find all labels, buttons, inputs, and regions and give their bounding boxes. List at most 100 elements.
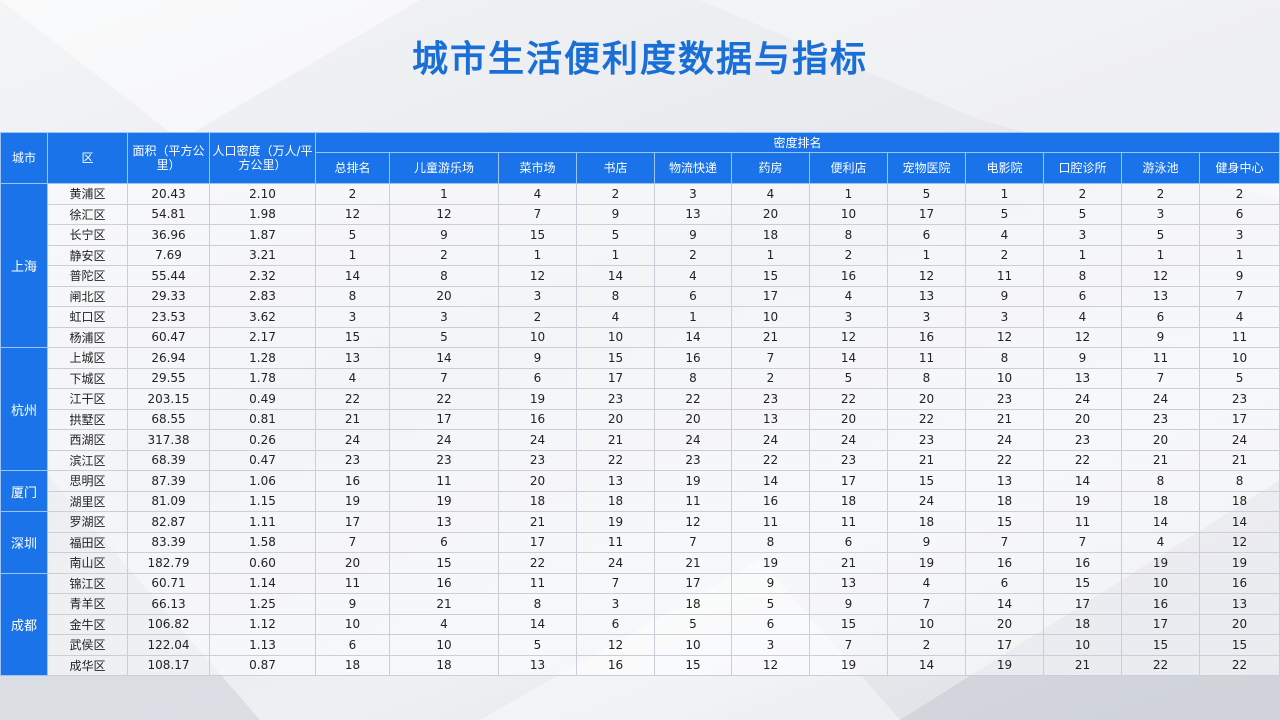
rank-cell: 23: [389, 449, 499, 471]
rank-cell: 18: [887, 511, 966, 533]
rank-cell: 6: [1043, 285, 1122, 307]
rank-cell: 1: [809, 183, 888, 205]
rank-cell: 20: [1043, 408, 1122, 430]
rank-cell: 4: [498, 183, 577, 205]
rank-cell: 11: [498, 572, 577, 594]
table-row: 厦门 思明区 87.39 1.06 16 11 20 13 19 14 17 15 13 14 8 8: [0, 470, 1280, 512]
district-cell: 武侯区: [47, 634, 128, 656]
rank-cell: 8: [389, 265, 499, 287]
rank-cell: 3: [498, 285, 577, 307]
rank-cell: 20: [1198, 613, 1280, 635]
rank-cell: 16: [498, 408, 577, 430]
rank-cell: 23: [965, 388, 1044, 410]
table-row: 成都 锦江区 60.71 1.14 11 16 11 7 17 9 13 4 6 15 10 16: [0, 572, 1280, 676]
area-cell: 29.33: [127, 285, 210, 307]
rank-cell: 22: [887, 408, 966, 430]
table-row: 长宁区 36.96 1.87 5 9 15 5 9 18 8 6 4 3 5 3: [1, 224, 1280, 246]
rank-cell: 24: [731, 429, 810, 451]
rank-cell: 8: [965, 347, 1044, 369]
rank-cell: 1: [1198, 244, 1280, 266]
density-cell: 0.47: [209, 449, 316, 471]
district-cell: 拱墅区: [47, 408, 128, 430]
rank-cell: 11: [887, 347, 966, 369]
rank-cell: 7: [389, 367, 499, 389]
district-cell: 思明区: [47, 470, 128, 492]
rank-cell: 10: [389, 634, 499, 656]
rank-cell: 17: [1121, 613, 1200, 635]
rank-cell: 19: [731, 552, 810, 574]
rank-cell: 19: [389, 490, 499, 512]
rank-cell: 5: [315, 224, 390, 246]
density-cell: 1.78: [209, 367, 316, 389]
rank-cell: 5: [965, 203, 1044, 225]
district-cell: 成华区: [47, 654, 128, 676]
city-cell: 厦门: [0, 470, 48, 512]
density-cell: 1.12: [209, 613, 316, 635]
rank-cell: 17: [887, 203, 966, 225]
area-cell: 83.39: [127, 531, 210, 553]
density-cell: 2.10: [209, 183, 316, 205]
rank-cell: 11: [1121, 347, 1200, 369]
rank-cell: 6: [887, 224, 966, 246]
density-cell: 1.58: [209, 531, 316, 553]
rank-cell: 17: [1198, 408, 1280, 430]
rank-cell: 19: [1198, 552, 1280, 574]
rank-cell: 5: [654, 613, 732, 635]
district-cell: 上城区: [47, 347, 128, 369]
rank-cell: 3: [576, 593, 655, 615]
rank-cell: 23: [887, 429, 966, 451]
rank-cell: 13: [654, 203, 732, 225]
rank-cell: 17: [731, 285, 810, 307]
rank-cell: 12: [1121, 265, 1200, 287]
header-district: 区: [47, 132, 128, 184]
rank-cell: 20: [887, 388, 966, 410]
area-cell: 66.13: [127, 593, 210, 615]
rank-cell: 15: [1043, 572, 1122, 594]
district-cell: 西湖区: [47, 429, 128, 451]
rank-cell: 6: [965, 572, 1044, 594]
table-row: 成华区 108.17 0.87 18 18 13 16 15 12 19 14 19 21 22 22: [1, 654, 1280, 676]
header-rank-5: 药房: [731, 152, 810, 184]
rank-cell: 11: [731, 511, 810, 533]
density-cell: 0.60: [209, 552, 316, 574]
rank-cell: 22: [576, 449, 655, 471]
rank-cell: 13: [887, 285, 966, 307]
area-cell: 122.04: [127, 634, 210, 656]
rank-cell: 19: [654, 470, 732, 492]
table-row: 南山区 182.79 0.60 20 15 22 24 21 19 21 19 16 16 19 19: [1, 552, 1280, 574]
rank-cell: 10: [887, 613, 966, 635]
rank-cell: 24: [809, 429, 888, 451]
rank-cell: 21: [809, 552, 888, 574]
city-cell: 上海: [0, 183, 48, 348]
rank-cell: 5: [809, 367, 888, 389]
rank-cell: 4: [887, 572, 966, 594]
rank-cell: 21: [1198, 449, 1280, 471]
rank-cell: 22: [965, 449, 1044, 471]
rank-cell: 11: [315, 572, 390, 594]
rank-cell: 12: [809, 326, 888, 348]
rank-cell: 7: [887, 593, 966, 615]
rank-cell: 10: [315, 613, 390, 635]
table-row: 徐汇区 54.81 1.98 12 12 7 9 13 20 10 17 5 5 3 6: [1, 203, 1280, 225]
rank-cell: 18: [389, 654, 499, 676]
rank-cell: 23: [1121, 408, 1200, 430]
area-cell: 82.87: [127, 511, 210, 533]
rank-cell: 14: [389, 347, 499, 369]
rank-cell: 11: [576, 531, 655, 553]
rank-cell: 10: [965, 367, 1044, 389]
area-cell: 54.81: [127, 203, 210, 225]
district-cell: 长宁区: [47, 224, 128, 246]
rank-cell: 24: [576, 552, 655, 574]
rank-cell: 14: [1043, 470, 1122, 492]
rank-cell: 22: [315, 388, 390, 410]
rank-cell: 21: [887, 449, 966, 471]
rank-cell: 15: [576, 347, 655, 369]
header-rank-2: 菜市场: [498, 152, 577, 184]
rank-cell: 19: [315, 490, 390, 512]
density-cell: 1.13: [209, 634, 316, 656]
rank-cell: 12: [1043, 326, 1122, 348]
rank-cell: 9: [654, 224, 732, 246]
rank-cell: 1: [887, 244, 966, 266]
rank-cell: 11: [389, 470, 499, 492]
rank-cell: 18: [1198, 490, 1280, 512]
